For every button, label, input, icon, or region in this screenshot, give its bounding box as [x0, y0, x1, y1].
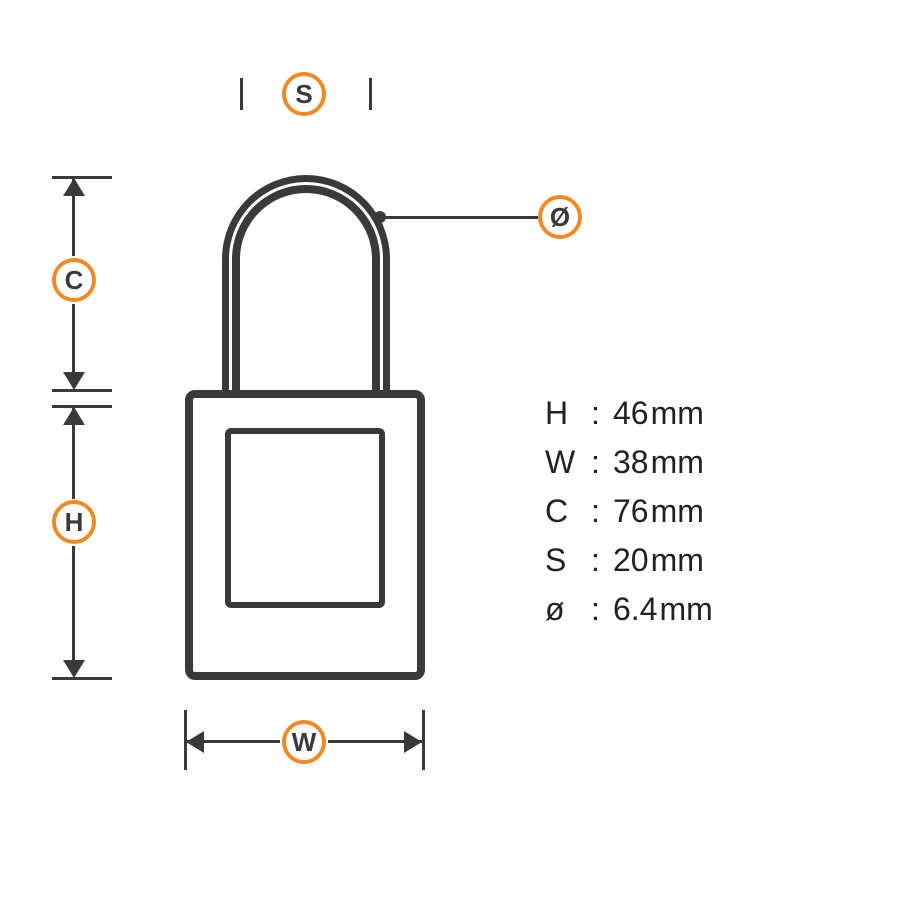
dim-h-line-bot	[72, 546, 75, 662]
spec-value: 20	[613, 542, 649, 579]
spec-key: ø	[545, 591, 591, 628]
dim-h-tick-bot	[52, 677, 112, 680]
dim-diameter-label: Ø	[550, 202, 570, 233]
padlock-body-panel	[225, 428, 385, 608]
dim-diameter-leader	[378, 216, 538, 219]
dim-c-badge: C	[52, 258, 96, 302]
spec-key: W	[545, 444, 591, 481]
dim-w-tick-right	[422, 710, 425, 770]
spec-unit: mm	[651, 395, 704, 432]
spec-colon: :	[591, 493, 613, 530]
spec-value: 6.4	[613, 591, 657, 628]
dim-diameter-leader-dot	[374, 211, 386, 223]
dim-diameter-badge: Ø	[538, 195, 582, 239]
spec-value: 46	[613, 395, 649, 432]
spec-row: W : 38 mm	[545, 444, 713, 481]
dim-w-arrow-right	[404, 731, 422, 753]
dim-c-line-bot	[72, 304, 75, 374]
spec-colon: :	[591, 542, 613, 579]
dim-s-tick-right	[369, 78, 372, 110]
spec-unit: mm	[659, 591, 712, 628]
spec-row: S : 20 mm	[545, 542, 713, 579]
dim-w-arrow-left	[186, 731, 204, 753]
dim-c-arrow-up	[63, 178, 85, 196]
dim-s-tick-left	[240, 78, 243, 110]
spec-colon: :	[591, 591, 613, 628]
spec-unit: mm	[651, 444, 704, 481]
dim-w-badge: W	[282, 720, 326, 764]
dim-c-arrow-down	[63, 372, 85, 390]
spec-unit: mm	[651, 493, 704, 530]
padlock-dimension-diagram: S Ø C H W H : 46 mm W	[0, 0, 900, 900]
dim-h-badge: H	[52, 500, 96, 544]
spec-list: H : 46 mm W : 38 mm C : 76 mm S : 20 mm …	[545, 395, 713, 640]
spec-value: 76	[613, 493, 649, 530]
spec-key: S	[545, 542, 591, 579]
dim-c-label: C	[65, 265, 84, 296]
dim-h-arrow-up	[63, 407, 85, 425]
dim-h-arrow-down	[63, 660, 85, 678]
spec-key: C	[545, 493, 591, 530]
spec-key: H	[545, 395, 591, 432]
dim-h-label: H	[65, 507, 84, 538]
spec-value: 38	[613, 444, 649, 481]
dim-s-badge: S	[282, 72, 326, 116]
dim-w-label: W	[292, 727, 317, 758]
padlock-shackle-highlight	[229, 182, 383, 396]
spec-colon: :	[591, 444, 613, 481]
spec-colon: :	[591, 395, 613, 432]
spec-row: H : 46 mm	[545, 395, 713, 432]
spec-row: ø : 6.4 mm	[545, 591, 713, 628]
dim-s-label: S	[295, 79, 312, 110]
spec-row: C : 76 mm	[545, 493, 713, 530]
spec-unit: mm	[651, 542, 704, 579]
dim-c-tick-bot	[52, 389, 112, 392]
